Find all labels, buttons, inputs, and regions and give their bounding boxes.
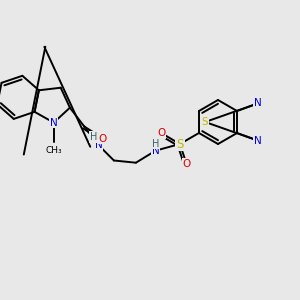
Text: O: O xyxy=(182,159,190,169)
Text: H: H xyxy=(152,139,159,148)
Text: H: H xyxy=(90,132,97,142)
Text: N: N xyxy=(152,146,160,156)
Text: CH₃: CH₃ xyxy=(45,146,62,155)
Text: S: S xyxy=(202,117,208,127)
Text: S: S xyxy=(176,137,184,151)
Text: N: N xyxy=(50,118,58,128)
Text: N: N xyxy=(254,136,262,146)
Text: N: N xyxy=(254,98,262,109)
Text: O: O xyxy=(99,134,107,143)
Text: O: O xyxy=(157,128,165,138)
Text: N: N xyxy=(94,140,102,150)
